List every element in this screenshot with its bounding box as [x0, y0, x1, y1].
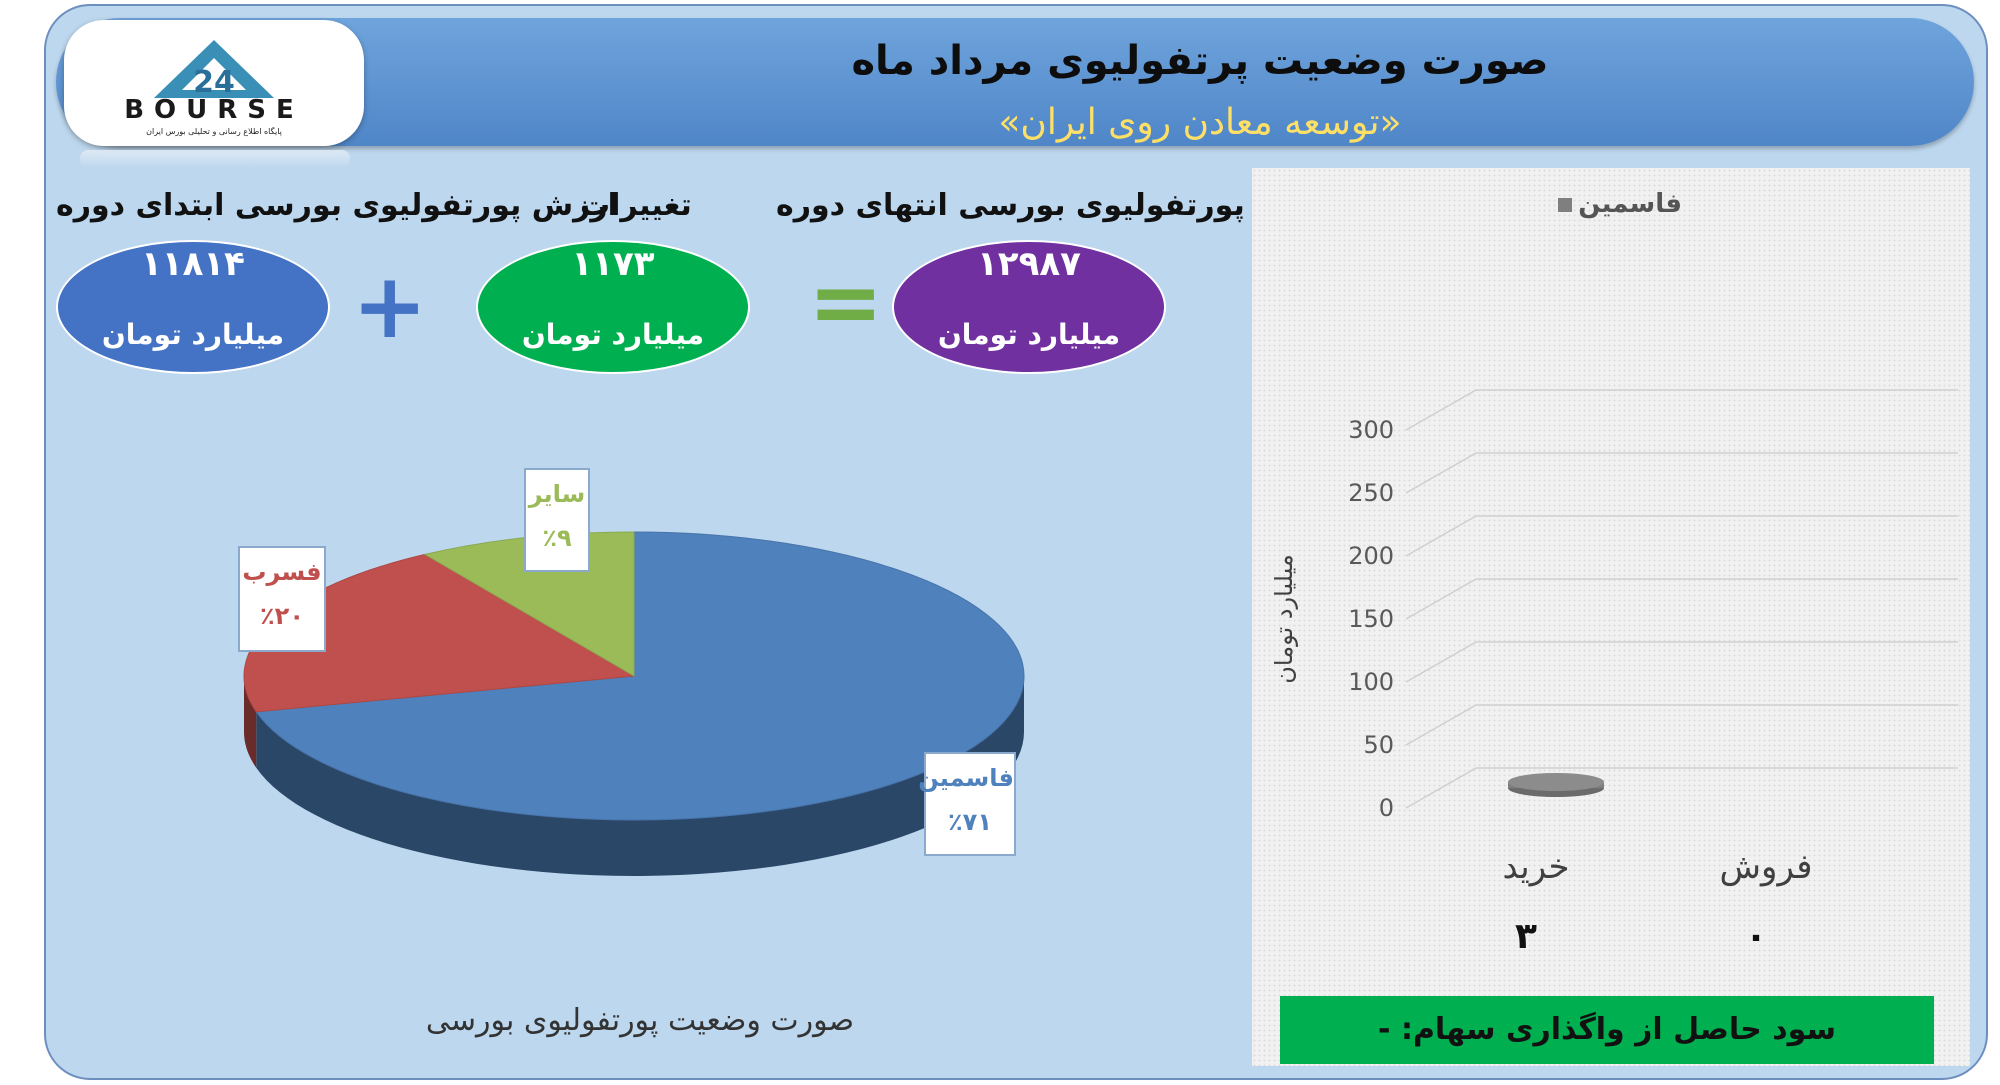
gridline-200 [1405, 515, 1958, 557]
change-label: تغییرات [580, 188, 692, 223]
y-tick-150: 150 [1348, 605, 1394, 633]
profit-from-sale-banner: سود حاصل از واگذاری سهام: - [1280, 996, 1934, 1064]
portfolio-pie-chart [243, 531, 1025, 877]
pie-label-fasamin-pct: ٪۷۱ [948, 808, 992, 836]
pie-label-fasamin: فاسمین ٪۷۱ [918, 752, 1016, 856]
pie-side-1 [244, 676, 257, 768]
x-category-1: فروش [1720, 847, 1813, 887]
pie-label-sayer: سایر ٪۹ [524, 468, 590, 572]
bar-chart-panel [1252, 168, 1970, 1066]
y-tick-50: 50 [1363, 731, 1394, 759]
bar-0-top [1508, 773, 1604, 791]
change-value: ۱۱۷۳ [571, 244, 655, 284]
end-value-oval: ۱۲۹۸۷ میلیارد تومان [892, 240, 1166, 374]
pie-caption: صورت وضعیت پورتفولیوی بورسی [425, 1003, 855, 1038]
gridline-150 [1405, 578, 1958, 620]
value-label-1: ۰ [1745, 916, 1767, 957]
gridline-100 [1405, 641, 1958, 683]
pie-label-sayer-name: سایر [528, 480, 586, 508]
start-unit: میلیارد تومان [101, 318, 285, 351]
page-title: صورت وضعیت پرتفولیوی مرداد ماه [851, 38, 1549, 84]
svg-text:پایگاه اطلاع رسانی و تحلیلی بو: پایگاه اطلاع رسانی و تحلیلی بورس ایران [146, 126, 282, 136]
x-category-0: خرید [1502, 847, 1569, 887]
svg-text:BOURSE: BOURSE [124, 95, 304, 125]
end-value: ۱۲۹۸۷ [977, 244, 1081, 284]
change-value-oval: ۱۱۷۳ میلیارد تومان [476, 240, 750, 374]
change-unit: میلیارد تومان [521, 318, 705, 351]
gridline-250 [1405, 452, 1958, 494]
y-tick-100: 100 [1348, 668, 1394, 696]
pie-label-fasrab-pct: ٪۲۰ [260, 602, 304, 630]
start-period-label: ارزش پورتفولیوی بورسی ابتدای دوره [56, 188, 618, 223]
legend-swatch [1558, 198, 1572, 212]
gridline-300 [1405, 389, 1958, 431]
y-axis-label: میلیارد تومان [1270, 554, 1298, 683]
header-banner: صورت وضعیت پرتفولیوی مرداد ماه «توسعه مع… [56, 18, 1974, 146]
pie-side-0 [256, 676, 1024, 877]
trade-bar-chart: فاسمین 0 50 100 150 200 250 300 میلیارد تومان خری… [1270, 189, 1958, 957]
bourse24-logo: 24 BOURSE پایگاه اطلاع رسانی و تحلیلی بو… [64, 20, 364, 146]
end-unit: میلیارد تومان [937, 318, 1121, 351]
pie-label-sayer-pct: ٪۹ [542, 524, 572, 552]
plus-sign: + [352, 254, 428, 359]
end-period-label: ارزش پورتفولیوی بورسی انتهای دوره [776, 188, 1342, 223]
y-tick-0: 0 [1379, 794, 1394, 822]
equals-sign: = [808, 250, 884, 355]
page-subtitle: «توسعه معادن روی ایران» [998, 102, 1402, 143]
logo-reflection [80, 150, 350, 168]
svg-text:24: 24 [193, 65, 235, 100]
pie-label-fasrab: فسرب ٪۲۰ [238, 546, 326, 652]
y-tick-300: 300 [1348, 416, 1394, 444]
start-value-oval: ۱۱۸۱۴ میلیارد تومان [56, 240, 330, 374]
gridline-0 [1405, 767, 1958, 809]
logo-graphic: 24 BOURSE پایگاه اطلاع رسانی و تحلیلی بو… [124, 40, 304, 136]
y-tick-250: 250 [1348, 479, 1394, 507]
y-tick-200: 200 [1348, 542, 1394, 570]
legend-label: فاسمین [1578, 189, 1682, 219]
pie-label-fasamin-name: فاسمین [918, 764, 1014, 792]
pie-label-fasrab-name: فسرب [242, 558, 322, 586]
start-value: ۱۱۸۱۴ [141, 244, 245, 284]
gridline-50 [1405, 704, 1958, 746]
value-label-0: ۳ [1515, 916, 1537, 957]
